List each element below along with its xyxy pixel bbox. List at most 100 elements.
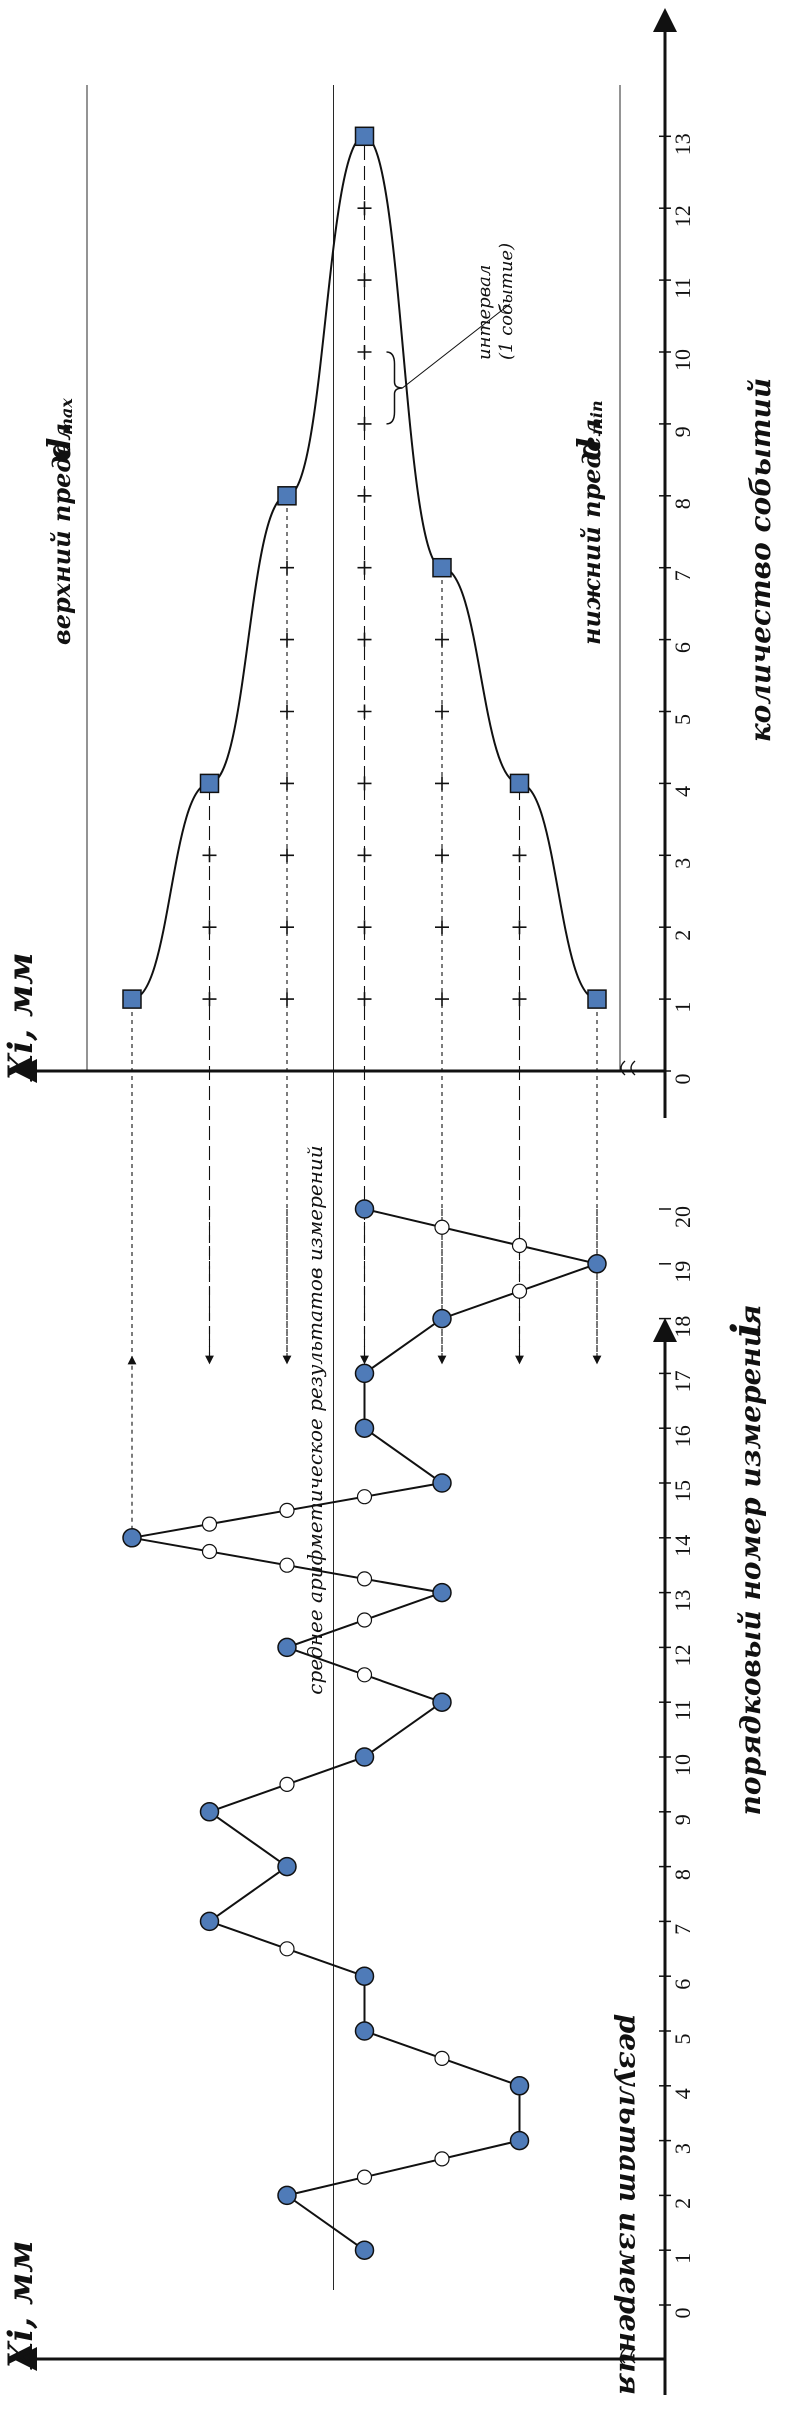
frequency-point [587, 989, 607, 1009]
x-tick-label: 6 [670, 642, 695, 653]
crossing-marker [356, 1667, 373, 1683]
interval-leader-line [402, 303, 511, 389]
event-tick [280, 992, 294, 1007]
interval-brace [386, 351, 403, 425]
event-tick [357, 345, 372, 359]
x-tick-label: 19 [670, 1261, 695, 1283]
measurement-point [432, 1308, 452, 1329]
event-tick [357, 273, 372, 288]
event-tick [202, 992, 217, 1007]
x-tick-label: 10 [670, 349, 695, 371]
crossing-marker [279, 1941, 295, 1957]
event-tick [435, 848, 449, 863]
event-tick [435, 704, 449, 719]
event-tick [280, 920, 294, 935]
measurement-point [354, 1747, 375, 1767]
event-tick [435, 632, 449, 647]
measurement-point [354, 2240, 375, 2260]
event-tick [280, 560, 294, 575]
event-tick [357, 416, 372, 431]
x-tick-label: 0 [670, 2308, 695, 2319]
upper-limit-label: верхний предел [47, 423, 76, 645]
crossing-marker [279, 1502, 295, 1519]
event-tick [280, 704, 294, 719]
event-tick [202, 848, 217, 863]
x-tick-label: 14 [670, 1535, 695, 1557]
crossing-marker [511, 1237, 528, 1254]
measurement-point [509, 2130, 530, 2151]
x-tick-label: 7 [670, 570, 695, 581]
y-axis-label-top: Xi, мм [1, 952, 41, 1082]
interval-label: интервал [474, 265, 495, 360]
x-tick-label: 8 [670, 498, 695, 509]
axis-break-mark [620, 1060, 636, 1076]
event-tick [357, 848, 372, 863]
event-tick [435, 920, 449, 935]
measurement-point [587, 1254, 607, 1274]
event-tick [357, 560, 372, 575]
x-tick-label: 12 [670, 1644, 695, 1666]
frequency-point [122, 989, 142, 1009]
event-tick [202, 920, 217, 935]
x-tick-label: 11 [670, 278, 695, 299]
x-tick-label: 11 [670, 1700, 695, 1721]
crossing-marker [434, 2050, 450, 2066]
side-label-upside-down: результат измерения [613, 2014, 646, 2395]
x-tick-label: 3 [670, 858, 695, 869]
measurement-point [277, 2185, 297, 2206]
crossing-marker [356, 1612, 373, 1628]
crossing-marker [356, 1489, 373, 1505]
event-tick [357, 632, 372, 647]
x-tick-label: 10 [670, 1754, 695, 1776]
x-tick-label: 8 [670, 1869, 695, 1880]
x-tick-label: 15 [670, 1480, 695, 1502]
x-tick-label: 4 [670, 786, 695, 797]
event-tick [435, 776, 449, 791]
x-tick-label: 4 [670, 2088, 695, 2099]
event-tick [357, 704, 372, 719]
crossing-marker [201, 1543, 218, 1560]
frequency-point [354, 126, 375, 147]
x-tick-label: 6 [670, 1979, 695, 1990]
x-tick-label: 2 [670, 2198, 695, 2209]
crossing-marker [511, 1283, 528, 1299]
x-tick-label: 20 [670, 1206, 695, 1228]
x-axis-label-bottom: порядковый номер измерения [734, 1305, 767, 1816]
event-tick [512, 848, 527, 863]
crossing-marker [356, 2169, 373, 2185]
y-axis-label-bottom: Xi, мм [1, 2240, 41, 2370]
measurement-point [432, 1582, 452, 1603]
event-tick [357, 920, 372, 935]
measurement-point [509, 2076, 530, 2096]
event-tick [280, 776, 294, 791]
x-tick-label: 1 [670, 2253, 695, 2264]
x-axis-symbol: i [723, 1322, 770, 1337]
x-tick-label: 3 [670, 2143, 695, 2154]
measurement-point [354, 2021, 375, 2041]
x-tick-label: 5 [670, 2034, 695, 2045]
event-tick [280, 848, 294, 863]
crossing-marker [279, 1776, 295, 1793]
event-tick [280, 632, 294, 647]
event-tick [357, 776, 372, 791]
lower-limit-symbol: d [570, 438, 608, 460]
x-tick-label: 18 [670, 1316, 695, 1338]
event-tick [357, 488, 372, 503]
x-tick-label: 5 [670, 714, 695, 725]
x-tick-label: 17 [670, 1370, 695, 1392]
measurement-point [122, 1528, 142, 1548]
measurement-point [277, 1856, 297, 1877]
x-tick-label: 9 [670, 426, 695, 437]
measurement-point [432, 1473, 452, 1493]
interval-label-sub: (1 событие) [496, 243, 517, 360]
mean-label: среднее арифметическое результатов измер… [303, 1145, 327, 1694]
measurement-point [354, 1199, 375, 1219]
x-tick-label: 13 [670, 1590, 695, 1612]
x-tick-label: 7 [670, 1924, 695, 1935]
x-tick-label: 16 [670, 1425, 695, 1447]
frequency-point [199, 773, 220, 794]
measurement-point [432, 1692, 452, 1712]
lower-limit-sub: min [587, 400, 606, 435]
